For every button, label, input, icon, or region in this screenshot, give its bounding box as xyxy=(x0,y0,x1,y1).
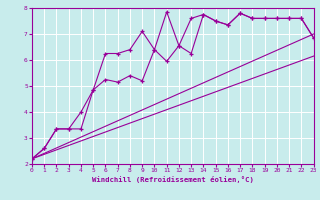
X-axis label: Windchill (Refroidissement éolien,°C): Windchill (Refroidissement éolien,°C) xyxy=(92,176,254,183)
